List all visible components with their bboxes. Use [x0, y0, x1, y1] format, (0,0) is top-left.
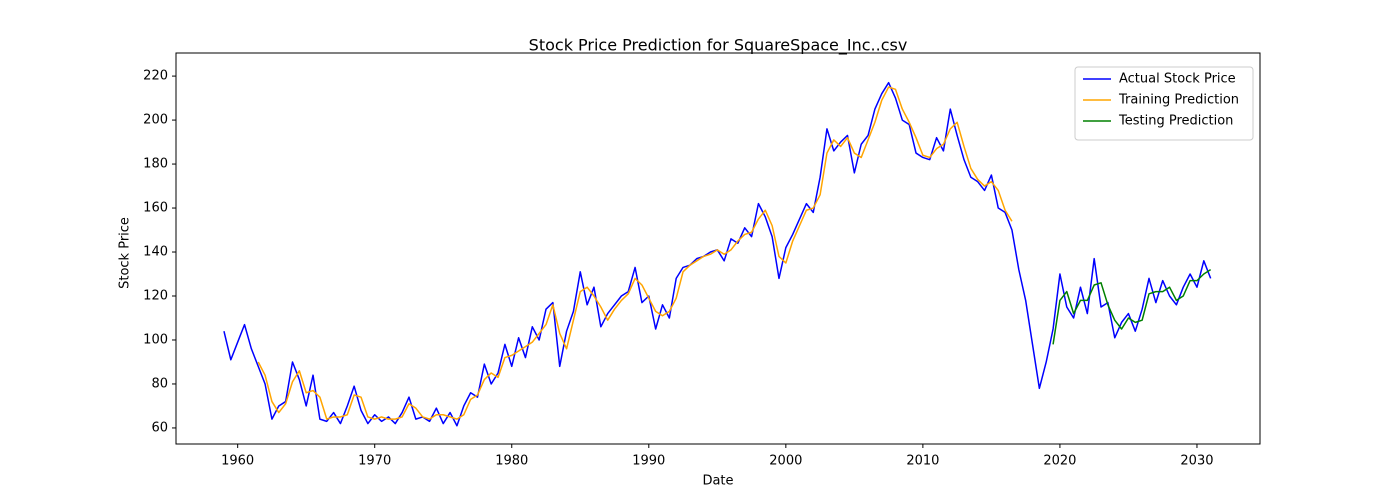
- y-tick-label: 160: [143, 201, 168, 216]
- x-tick-label: 1960: [221, 454, 254, 469]
- y-tick-label: 140: [143, 245, 168, 260]
- y-tick-label: 200: [143, 113, 168, 128]
- legend-label: Training Prediction: [1118, 93, 1239, 108]
- x-tick-label: 2030: [1180, 454, 1213, 469]
- y-tick-label: 220: [143, 69, 168, 84]
- line-series: [257, 86, 1013, 420]
- x-tick-label: 1980: [495, 454, 528, 469]
- plot-frame: [175, 52, 1261, 445]
- y-tick-label: 180: [143, 157, 168, 172]
- x-axis-label: Date: [702, 474, 733, 489]
- line-series: [1052, 268, 1212, 345]
- x-tick-label: 2010: [906, 454, 939, 469]
- x-tick-label: 1990: [632, 454, 665, 469]
- legend-label: Actual Stock Price: [1119, 72, 1236, 87]
- y-tick-label: 100: [143, 332, 168, 347]
- chart-title: Stock Price Prediction for SquareSpace_I…: [529, 36, 908, 56]
- y-axis-label: Stock Price: [118, 217, 133, 289]
- x-tick-label: 1970: [358, 454, 391, 469]
- y-tick-label: 60: [151, 420, 168, 435]
- y-tick-label: 120: [143, 289, 168, 304]
- legend-box: [1074, 66, 1254, 141]
- legend-label: Testing Prediction: [1118, 114, 1233, 129]
- y-tick-label: 80: [151, 376, 168, 391]
- x-tick-label: 2000: [769, 454, 802, 469]
- x-tick-label: 2020: [1043, 454, 1076, 469]
